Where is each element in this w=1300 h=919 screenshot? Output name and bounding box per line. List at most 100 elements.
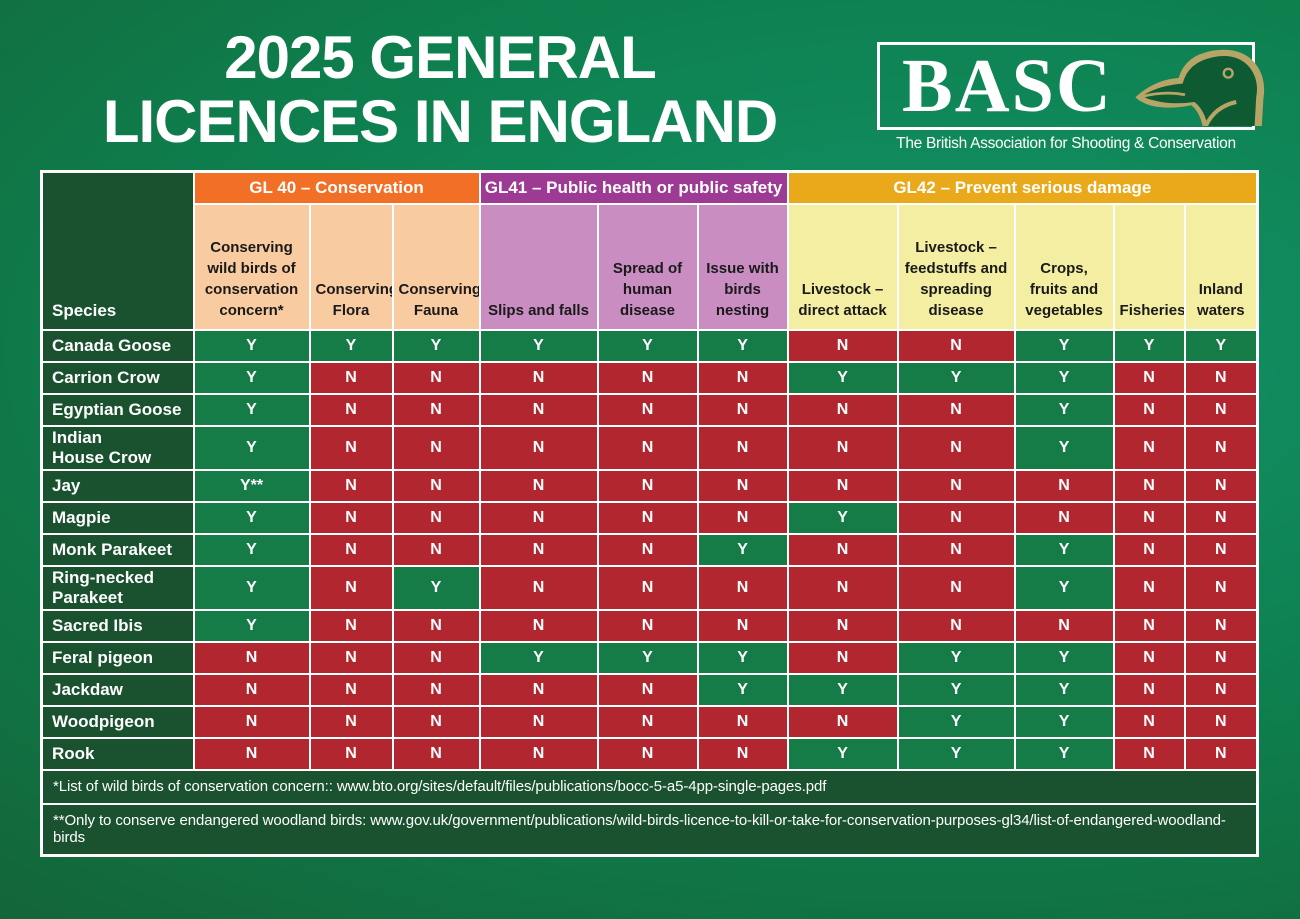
column-header: Crops, fruits and vegetables <box>1013 203 1115 331</box>
licence-value-cell: N <box>696 737 789 772</box>
licence-value-cell: N <box>478 609 599 644</box>
species-name: Canada Goose <box>40 329 195 363</box>
licence-value-cell: Y <box>1112 329 1186 363</box>
licence-value-cell: Y <box>192 609 311 644</box>
licence-value-cell: Y <box>1013 329 1115 363</box>
table-row: Monk Parakeet Y N N N N Y N N Y N N <box>40 533 1259 568</box>
licence-value-cell: N <box>1013 609 1115 644</box>
licence-value-cell: N <box>786 565 899 612</box>
licence-value-cell: N <box>786 641 899 676</box>
licence-value-cell: N <box>696 393 789 427</box>
footnote-row: *List of wild birds of conservation conc… <box>40 769 1259 806</box>
licence-value-cell: N <box>391 501 481 536</box>
licence-value-cell: Y <box>1013 533 1115 568</box>
licence-value-cell: N <box>308 361 394 395</box>
licence-value-cell: Y <box>896 641 1016 676</box>
table-row: Rook N N N N N N Y Y Y N N <box>40 737 1259 772</box>
licence-value-cell: N <box>1112 673 1186 708</box>
licence-value-cell: Y <box>308 329 394 363</box>
licence-value-cell: N <box>391 393 481 427</box>
licence-value-cell: N <box>786 329 899 363</box>
species-name: Sacred Ibis <box>40 609 195 644</box>
footnote-endangered-woodland: **Only to conserve endangered woodland b… <box>40 803 1259 857</box>
licence-value-cell: N <box>596 737 699 772</box>
page-title-line2: LICENCES IN ENGLAND <box>102 88 778 156</box>
licence-value-cell: Y <box>192 424 311 472</box>
licence-value-cell: N <box>1013 501 1115 536</box>
licence-value-cell: N <box>596 565 699 612</box>
licence-value-cell: Y <box>1013 361 1115 395</box>
basc-logo: BASC The British Association for Shootin… <box>877 42 1264 153</box>
species-name: Monk Parakeet <box>40 533 195 568</box>
licence-value-cell: N <box>696 424 789 472</box>
licence-value-cell: Y <box>896 705 1016 740</box>
licence-value-cell: N <box>308 393 394 427</box>
species-name: Carrion Crow <box>40 361 195 395</box>
licence-value-cell: N <box>696 469 789 504</box>
licence-value-cell: N <box>308 501 394 536</box>
table-row: Magpie Y N N N N N Y N N N N <box>40 501 1259 536</box>
licence-value-cell: Y <box>896 361 1016 395</box>
licence-value-cell: N <box>1183 533 1259 568</box>
basc-acronym: BASC <box>902 43 1113 128</box>
licence-value-cell: N <box>596 393 699 427</box>
licence-value-cell: Y <box>786 361 899 395</box>
licence-value-cell: N <box>896 565 1016 612</box>
licence-value-cell: Y <box>786 737 899 772</box>
species-name: Magpie <box>40 501 195 536</box>
licence-value-cell: N <box>596 609 699 644</box>
licence-value-cell: N <box>391 673 481 708</box>
licence-value-cell: N <box>696 361 789 395</box>
table-row: Sacred Ibis Y N N N N N N N N N N <box>40 609 1259 644</box>
licence-value-cell: N <box>391 737 481 772</box>
licence-value-cell: N <box>786 533 899 568</box>
licence-value-cell: N <box>308 469 394 504</box>
licence-value-cell: Y <box>192 533 311 568</box>
column-header: Inland waters <box>1183 203 1259 331</box>
column-header: Livestock – direct attack <box>786 203 899 331</box>
licence-value-cell: Y <box>896 673 1016 708</box>
licence-value-cell: N <box>786 609 899 644</box>
licence-table: Species GL 40 – Conservation GL41 – Publ… <box>40 170 1260 858</box>
licence-value-cell: Y <box>391 329 481 363</box>
licence-value-cell: N <box>596 469 699 504</box>
column-header: Conserving Fauna <box>391 203 481 331</box>
licence-value-cell: N <box>696 705 789 740</box>
licence-value-cell: Y <box>1013 673 1115 708</box>
licence-value-cell: N <box>308 673 394 708</box>
licence-value-cell: N <box>1112 565 1186 612</box>
licence-value-cell: N <box>1112 469 1186 504</box>
licence-value-cell: N <box>596 533 699 568</box>
licence-value-cell: N <box>1112 501 1186 536</box>
licence-value-cell: N <box>478 533 599 568</box>
licence-value-cell: Y <box>1183 329 1259 363</box>
species-name: Feral pigeon <box>40 641 195 676</box>
licence-value-cell: N <box>1183 424 1259 472</box>
licence-value-cell: N <box>1112 361 1186 395</box>
licence-value-cell: Y <box>696 673 789 708</box>
licence-value-cell: N <box>192 641 311 676</box>
licence-value-cell: Y <box>1013 737 1115 772</box>
licence-value-cell: N <box>1183 609 1259 644</box>
licence-value-cell: N <box>1183 705 1259 740</box>
column-header: Livestock – feedstuffs and spreading dis… <box>896 203 1016 331</box>
licence-value-cell: N <box>478 705 599 740</box>
licence-value-cell: N <box>192 673 311 708</box>
licence-value-cell: N <box>391 641 481 676</box>
table-row: Indian House Crow Y N N N N N N N Y N N <box>40 424 1259 472</box>
licence-value-cell: N <box>192 737 311 772</box>
licence-value-cell: N <box>308 737 394 772</box>
column-header-row: Conserving wild birds of conservation co… <box>42 203 1259 331</box>
licence-value-cell: N <box>478 361 599 395</box>
licence-value-cell: Y <box>1013 393 1115 427</box>
table-row: Jay Y** N N N N N N N N N N <box>40 469 1259 504</box>
licence-value-cell: Y <box>786 501 899 536</box>
licence-value-cell: N <box>478 469 599 504</box>
licence-value-cell: N <box>1183 673 1259 708</box>
column-header: Issue with birds nesting <box>696 203 789 331</box>
licence-value-cell: N <box>786 424 899 472</box>
page-title-line1: 2025 GENERAL <box>224 24 657 91</box>
table-row: Feral pigeon N N N Y Y Y N Y Y N N <box>40 641 1259 676</box>
duck-head-icon <box>1113 46 1281 127</box>
